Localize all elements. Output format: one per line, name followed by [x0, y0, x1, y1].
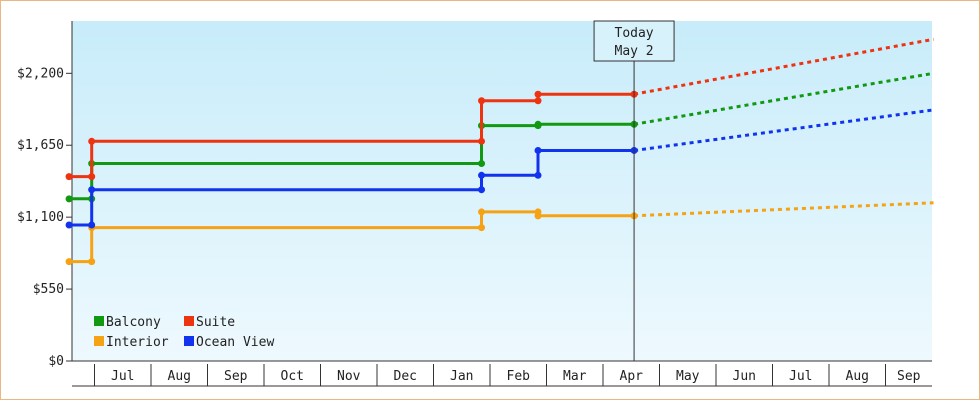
- legend-swatch: [94, 316, 104, 326]
- today-marker: Today May 2: [593, 20, 675, 361]
- x-tick-label: Dec: [394, 369, 417, 384]
- today-date: May 2: [615, 44, 654, 59]
- legend-swatch: [184, 316, 194, 326]
- x-tick-label: Jul: [111, 369, 134, 384]
- data-point: [88, 173, 96, 181]
- x-tick-label: Jul: [789, 369, 812, 384]
- data-point: [65, 173, 73, 181]
- data-point: [534, 97, 542, 105]
- x-tick-label: Oct: [281, 369, 304, 384]
- legend-label: Balcony: [106, 315, 161, 330]
- series-line: [69, 149, 635, 227]
- data-point: [478, 208, 486, 216]
- x-tick-label: Mar: [563, 369, 587, 384]
- x-tick-label: Sep: [224, 369, 248, 384]
- data-point: [478, 186, 486, 194]
- data-point: [478, 171, 486, 179]
- x-tick-label: Aug: [168, 369, 191, 384]
- today-label: Today: [615, 26, 654, 41]
- x-tick-label: Jun: [733, 369, 756, 384]
- x-tick-label: Jan: [450, 369, 473, 384]
- data-point: [534, 146, 542, 154]
- x-tick-label: Aug: [846, 369, 869, 384]
- today-box: [593, 20, 675, 62]
- data-point: [88, 258, 96, 266]
- data-point: [65, 195, 73, 203]
- y-tick-label: $1,100: [17, 210, 64, 225]
- y-tick-label: $0: [48, 354, 64, 369]
- legend-swatch: [94, 336, 104, 346]
- data-point: [478, 97, 486, 105]
- data-point: [88, 137, 96, 145]
- data-point: [65, 258, 73, 266]
- legend-label: Ocean View: [196, 335, 274, 350]
- x-tick-label: May: [676, 369, 700, 384]
- y-tick-label: $550: [33, 282, 64, 297]
- data-point: [534, 171, 542, 179]
- data-point: [534, 120, 542, 128]
- data-point: [478, 224, 486, 232]
- series-lines: [65, 37, 934, 266]
- series-forecast-line: [634, 201, 934, 218]
- data-point: [65, 221, 73, 229]
- y-tick-label: $1,650: [17, 138, 64, 153]
- x-tick-label: Sep: [897, 369, 921, 384]
- series-forecast-line: [633, 108, 934, 152]
- legend-label: Suite: [196, 315, 235, 330]
- data-point: [534, 90, 542, 98]
- data-point: [88, 221, 96, 229]
- series-forecast-line: [633, 71, 934, 126]
- data-point: [478, 160, 486, 168]
- y-tick-label: $2,200: [17, 66, 64, 81]
- data-point: [534, 212, 542, 220]
- legend-swatch: [184, 336, 194, 346]
- axes: $0 $550 $1,100 $1,650 $2,200 Jul Aug Sep Oct Nov D…: [17, 21, 932, 387]
- data-point: [88, 186, 96, 194]
- x-tick-label: Apr: [620, 369, 644, 384]
- x-tick-label: Feb: [507, 369, 531, 384]
- x-tick-label: Nov: [337, 369, 361, 384]
- legend-label: Interior: [106, 335, 169, 350]
- legend: Balcony Suite Interior Ocean View: [94, 315, 274, 350]
- data-point: [478, 137, 486, 145]
- series-forecast-line: [633, 37, 934, 96]
